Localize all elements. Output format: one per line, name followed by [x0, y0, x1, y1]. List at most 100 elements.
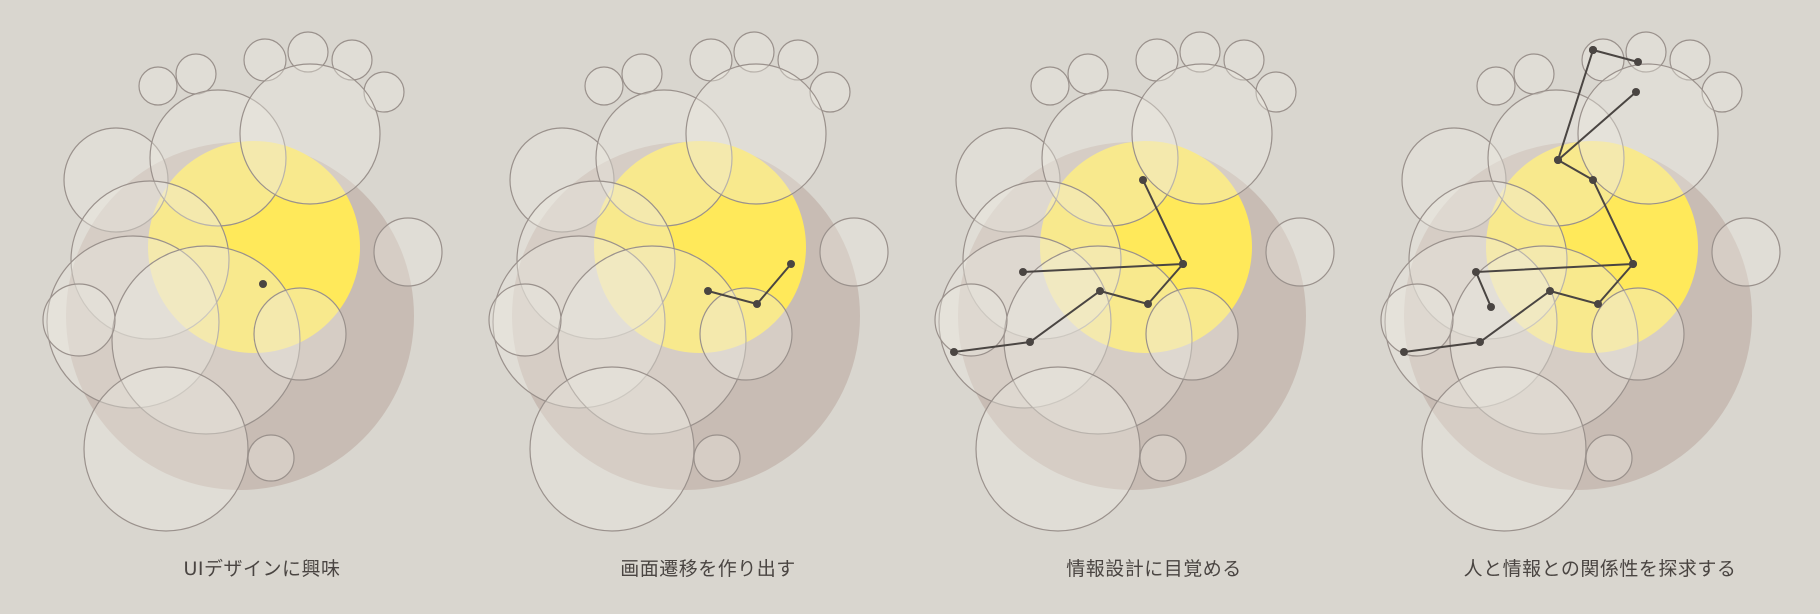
node-dot — [1629, 260, 1637, 268]
node-dot — [1589, 176, 1597, 184]
node-dot — [1179, 260, 1187, 268]
bubble-1 — [63, 127, 169, 233]
bubble-12 — [111, 245, 301, 435]
bubble-10 — [1408, 180, 1568, 340]
bubble-7 — [1255, 71, 1297, 113]
bubble-13 — [1145, 287, 1239, 381]
constellation-1 — [259, 280, 267, 288]
bubble-3 — [1513, 53, 1555, 95]
node-dot — [1139, 176, 1147, 184]
bubble-6 — [331, 39, 373, 81]
bubble-7 — [809, 71, 851, 113]
bubble-12 — [1449, 245, 1639, 435]
node-dot — [787, 260, 795, 268]
bubble-9 — [1131, 63, 1273, 205]
bubble-14 — [1265, 217, 1335, 287]
bubble-7 — [363, 71, 405, 113]
stage-4 — [1380, 31, 1781, 532]
stage-2 — [488, 31, 889, 532]
bubble-14 — [373, 217, 443, 287]
node-dot — [1476, 338, 1484, 346]
bubble-15 — [42, 283, 116, 357]
link-line-top — [1592, 49, 1639, 63]
bubble-2 — [138, 66, 178, 106]
bubble-17 — [1585, 434, 1633, 482]
node-dot — [1026, 338, 1034, 346]
link-line-branch — [1022, 263, 1184, 273]
node-dot — [1594, 300, 1602, 308]
bubble-9 — [685, 63, 827, 205]
bubble-3 — [175, 53, 217, 95]
bubble-9 — [1577, 63, 1719, 205]
bubble-11 — [492, 235, 666, 409]
bubble-6 — [1223, 39, 1265, 81]
node-dot — [1144, 300, 1152, 308]
node-dot — [259, 280, 267, 288]
node-dot — [753, 300, 761, 308]
bubble-9 — [239, 63, 381, 205]
bubble-16 — [1421, 366, 1587, 532]
sun-circle — [1040, 141, 1252, 353]
constellation-4 — [1400, 46, 1642, 356]
constellation-2 — [704, 260, 795, 308]
bubble-5 — [733, 31, 775, 73]
bubble-12 — [1003, 245, 1193, 435]
bubble-17 — [693, 434, 741, 482]
bubble-1 — [955, 127, 1061, 233]
sun-circle — [148, 141, 360, 353]
node-dot — [1554, 156, 1562, 164]
node-dot — [704, 287, 712, 295]
stage-caption-4: 人と情報との関係性を探求する — [1463, 558, 1737, 580]
bubble-5 — [1179, 31, 1221, 73]
bubble-15 — [1380, 283, 1454, 357]
node-dot — [1096, 287, 1104, 295]
node-dot — [1400, 348, 1408, 356]
stage-caption-2: 画面遷移を作り出す — [620, 558, 796, 580]
bubble-16 — [975, 366, 1141, 532]
bubble-14 — [819, 217, 889, 287]
stage-3 — [934, 31, 1335, 532]
node-dot — [1589, 46, 1597, 54]
bubble-11 — [938, 235, 1112, 409]
bubble-15 — [934, 283, 1008, 357]
node-dot — [1632, 88, 1640, 96]
bubble-8 — [595, 89, 733, 227]
bubble-12 — [557, 245, 747, 435]
bubble-13 — [253, 287, 347, 381]
bubble-13 — [699, 287, 793, 381]
constellation-3 — [950, 176, 1187, 356]
bubble-2 — [584, 66, 624, 106]
node-dot — [1487, 303, 1495, 311]
bubble-5 — [287, 31, 329, 73]
node-dot — [1472, 268, 1480, 276]
bubble-2 — [1476, 66, 1516, 106]
stage-caption-3: 情報設計に目覚める — [1066, 558, 1242, 580]
bubble-1 — [509, 127, 615, 233]
bubble-6 — [1669, 39, 1711, 81]
bubble-15 — [488, 283, 562, 357]
bubble-8 — [149, 89, 287, 227]
bubble-16 — [83, 366, 249, 532]
bubble-14 — [1711, 217, 1781, 287]
bubble-7 — [1701, 71, 1743, 113]
bubble-11 — [1384, 235, 1558, 409]
node-dot — [1634, 58, 1642, 66]
node-dot — [950, 348, 958, 356]
stage-1 — [42, 31, 443, 532]
bubble-13 — [1591, 287, 1685, 381]
bubble-10 — [70, 180, 230, 340]
bubble-6 — [777, 39, 819, 81]
bubble-10 — [962, 180, 1122, 340]
bubble-11 — [46, 235, 220, 409]
sun-circle — [594, 141, 806, 353]
bubble-1 — [1401, 127, 1507, 233]
bubble-17 — [247, 434, 295, 482]
bubble-16 — [529, 366, 695, 532]
bubble-2 — [1030, 66, 1070, 106]
bubble-3 — [1067, 53, 1109, 95]
bubble-17 — [1139, 434, 1187, 482]
node-dot — [1019, 268, 1027, 276]
node-dot — [1546, 287, 1554, 295]
